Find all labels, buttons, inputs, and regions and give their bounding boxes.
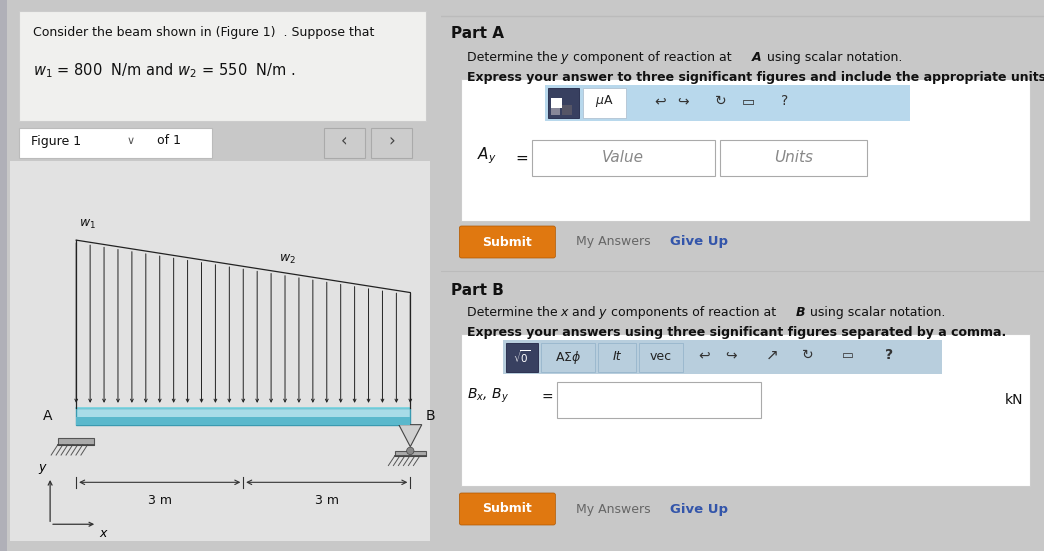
Bar: [10, 161, 430, 541]
Text: Value: Value: [602, 150, 644, 165]
FancyBboxPatch shape: [19, 128, 212, 158]
Text: Determine the: Determine the: [467, 51, 562, 64]
Text: and: and: [568, 306, 599, 319]
Bar: [551, 98, 562, 108]
Text: ▭: ▭: [841, 348, 854, 361]
FancyBboxPatch shape: [506, 343, 538, 372]
Text: $w_2$: $w_2$: [279, 253, 295, 266]
Text: B: B: [426, 409, 435, 423]
Text: ∨: ∨: [126, 136, 135, 146]
Text: ↻: ↻: [802, 348, 814, 362]
FancyBboxPatch shape: [532, 140, 715, 176]
Bar: [76, 408, 410, 425]
Text: ↪: ↪: [725, 348, 737, 362]
Text: A: A: [752, 51, 761, 64]
FancyBboxPatch shape: [720, 140, 867, 176]
Text: A$\Sigma\phi$: A$\Sigma\phi$: [554, 348, 582, 365]
FancyBboxPatch shape: [19, 11, 426, 121]
Text: Give Up: Give Up: [670, 235, 729, 249]
Text: $\mu$A: $\mu$A: [595, 93, 614, 109]
Text: ?: ?: [782, 94, 788, 108]
Text: y: y: [39, 461, 46, 474]
Text: 3 m: 3 m: [315, 494, 338, 507]
Text: Express your answers using three significant figures separated by a comma.: Express your answers using three signifi…: [467, 326, 1006, 339]
Bar: [551, 108, 560, 115]
Text: $\mathbf{\mathit{w}}_1$ = 800  N/m and $\mathbf{\mathit{w}}_2$ = 550  N/m .: $\mathbf{\mathit{w}}_1$ = 800 N/m and $\…: [33, 61, 295, 80]
Polygon shape: [399, 425, 422, 447]
Text: y: y: [561, 51, 568, 64]
Text: of 1: of 1: [157, 134, 181, 148]
Text: Units: Units: [774, 150, 813, 165]
Text: Express your answer to three significant figures and include the appropriate uni: Express your answer to three significant…: [467, 71, 1044, 84]
Circle shape: [407, 447, 414, 455]
FancyBboxPatch shape: [548, 88, 579, 118]
FancyBboxPatch shape: [557, 382, 761, 418]
Text: $B_x$, $B_y$: $B_x$, $B_y$: [467, 387, 508, 405]
Text: ↩: ↩: [654, 94, 666, 108]
FancyBboxPatch shape: [461, 79, 1030, 221]
Text: Determine the: Determine the: [467, 306, 562, 319]
FancyBboxPatch shape: [324, 128, 365, 158]
Bar: [58, 438, 95, 445]
FancyBboxPatch shape: [459, 226, 555, 258]
Text: ▭: ▭: [742, 94, 755, 108]
Text: =: =: [516, 150, 528, 165]
Text: ↗: ↗: [766, 348, 779, 363]
Bar: [562, 105, 572, 115]
FancyBboxPatch shape: [461, 334, 1030, 486]
Text: A: A: [43, 409, 52, 423]
FancyBboxPatch shape: [639, 343, 683, 372]
FancyBboxPatch shape: [541, 343, 595, 372]
Bar: [503, 340, 942, 374]
Text: Consider the beam shown in (Figure 1)  . Suppose that: Consider the beam shown in (Figure 1) . …: [33, 26, 375, 39]
Text: B: B: [796, 306, 805, 319]
FancyBboxPatch shape: [371, 128, 412, 158]
Text: ↩: ↩: [697, 348, 710, 362]
Text: ↻: ↻: [714, 94, 727, 108]
Text: components of reaction at: components of reaction at: [607, 306, 780, 319]
Text: $\sqrt{0}$: $\sqrt{0}$: [514, 349, 530, 365]
Bar: [0, 0, 7, 551]
Text: x: x: [100, 527, 108, 540]
Text: y: y: [598, 306, 606, 319]
Text: 3 m: 3 m: [148, 494, 171, 507]
Text: $A_y$: $A_y$: [477, 145, 497, 166]
Text: Part A: Part A: [451, 26, 504, 41]
Bar: [76, 417, 410, 425]
FancyBboxPatch shape: [583, 88, 626, 118]
Text: ?: ?: [885, 348, 894, 362]
Bar: [545, 85, 910, 121]
Text: Give Up: Give Up: [670, 503, 729, 516]
Text: ‹: ‹: [341, 132, 348, 150]
Text: =: =: [542, 391, 553, 405]
Text: ›: ›: [388, 132, 395, 150]
Text: using scalar notation.: using scalar notation.: [763, 51, 903, 64]
Text: Submit: Submit: [482, 503, 532, 516]
Text: vec: vec: [649, 350, 672, 364]
Text: It: It: [613, 350, 621, 364]
Bar: [395, 451, 426, 456]
Text: using scalar notation.: using scalar notation.: [806, 306, 946, 319]
Text: ↪: ↪: [677, 94, 689, 108]
Text: My Answers: My Answers: [575, 503, 650, 516]
Text: kN: kN: [1004, 393, 1023, 407]
FancyBboxPatch shape: [598, 343, 636, 372]
FancyBboxPatch shape: [459, 493, 555, 525]
Text: $w_1$: $w_1$: [79, 218, 96, 231]
Text: component of reaction at: component of reaction at: [569, 51, 736, 64]
Text: x: x: [561, 306, 568, 319]
Text: Part B: Part B: [451, 283, 504, 298]
Text: Figure 1: Figure 1: [31, 134, 81, 148]
Text: Submit: Submit: [482, 235, 532, 249]
Text: My Answers: My Answers: [575, 235, 650, 249]
